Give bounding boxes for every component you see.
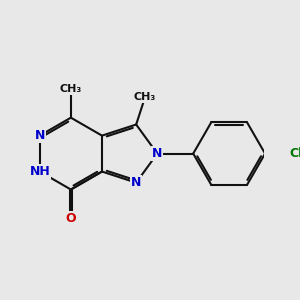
- Text: N: N: [34, 129, 45, 142]
- Text: N: N: [152, 147, 163, 160]
- Text: CH₃: CH₃: [60, 84, 82, 94]
- Text: NH: NH: [29, 165, 50, 178]
- Text: Cl: Cl: [289, 147, 300, 160]
- Text: O: O: [66, 212, 76, 226]
- Text: CH₃: CH₃: [134, 92, 156, 102]
- Text: N: N: [131, 176, 141, 189]
